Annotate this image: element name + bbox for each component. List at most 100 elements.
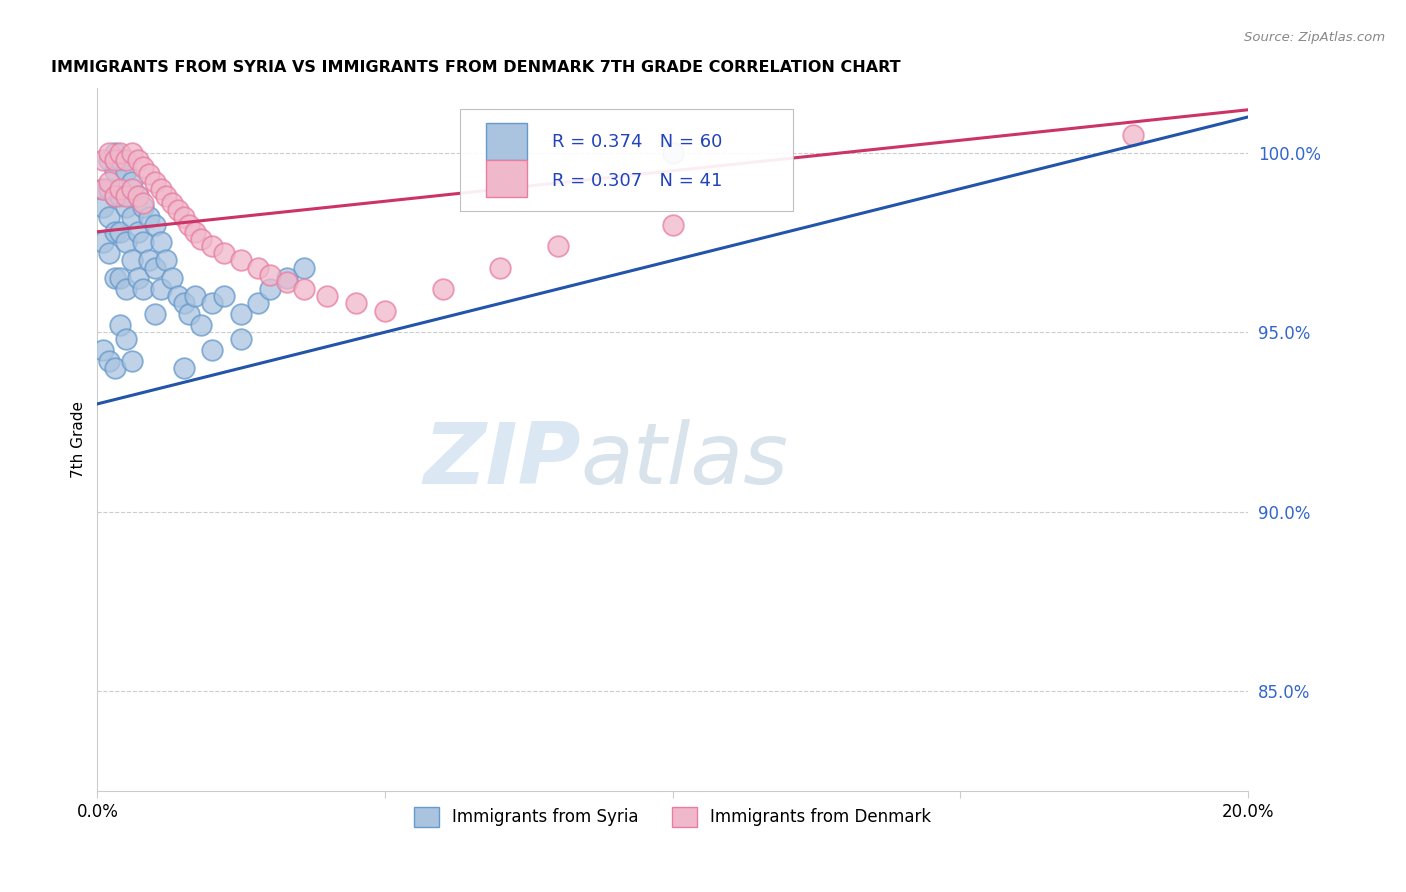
Point <box>173 361 195 376</box>
Point <box>160 271 183 285</box>
Point <box>231 253 253 268</box>
Point <box>212 246 235 260</box>
Point <box>489 260 512 275</box>
Point <box>184 289 207 303</box>
Point <box>115 163 138 178</box>
Point <box>91 153 114 167</box>
Point <box>212 289 235 303</box>
Point <box>294 282 316 296</box>
Point <box>121 182 143 196</box>
Point <box>132 282 155 296</box>
Point <box>104 271 127 285</box>
Point <box>160 196 183 211</box>
Point <box>201 296 224 310</box>
Point <box>104 145 127 160</box>
Point <box>661 145 683 160</box>
Point <box>115 235 138 250</box>
Point <box>121 211 143 225</box>
Point <box>127 189 149 203</box>
Point <box>547 239 569 253</box>
Point <box>110 225 132 239</box>
Point <box>247 296 270 310</box>
Point <box>374 303 396 318</box>
Point <box>661 218 683 232</box>
Point <box>110 182 132 196</box>
Point <box>149 182 172 196</box>
Point <box>110 189 132 203</box>
Point <box>115 200 138 214</box>
Point <box>104 225 127 239</box>
Point <box>173 211 195 225</box>
Point <box>231 332 253 346</box>
Point <box>91 200 114 214</box>
Point <box>259 282 281 296</box>
Point <box>201 239 224 253</box>
Point <box>143 218 166 232</box>
Point <box>97 145 120 160</box>
Point <box>91 182 114 196</box>
FancyBboxPatch shape <box>460 110 793 211</box>
Text: atlas: atlas <box>581 419 789 502</box>
Point <box>132 160 155 174</box>
Text: IMMIGRANTS FROM SYRIA VS IMMIGRANTS FROM DENMARK 7TH GRADE CORRELATION CHART: IMMIGRANTS FROM SYRIA VS IMMIGRANTS FROM… <box>52 60 901 75</box>
Point <box>110 153 132 167</box>
Point <box>143 307 166 321</box>
Point <box>104 153 127 167</box>
Point <box>97 354 120 368</box>
Point <box>104 189 127 203</box>
Text: R = 0.307   N = 41: R = 0.307 N = 41 <box>551 172 723 190</box>
Point <box>190 318 212 332</box>
Point <box>167 289 190 303</box>
Point <box>110 318 132 332</box>
Point <box>127 153 149 167</box>
Point <box>231 307 253 321</box>
Point <box>132 196 155 211</box>
Point <box>104 189 127 203</box>
Point <box>97 246 120 260</box>
Point <box>91 235 114 250</box>
Point <box>276 275 298 289</box>
Point <box>132 200 155 214</box>
Point <box>110 145 132 160</box>
Point <box>127 189 149 203</box>
Point <box>110 271 132 285</box>
Point <box>316 289 339 303</box>
Point <box>179 307 201 321</box>
Point <box>276 271 298 285</box>
Point <box>138 253 160 268</box>
Point <box>104 163 127 178</box>
Point <box>132 235 155 250</box>
Point <box>155 189 177 203</box>
Point <box>121 354 143 368</box>
Point <box>115 153 138 167</box>
Point <box>138 211 160 225</box>
Point <box>115 282 138 296</box>
Point <box>97 153 120 167</box>
Point <box>104 361 127 376</box>
Point <box>97 182 120 196</box>
Point <box>143 175 166 189</box>
Point <box>432 282 454 296</box>
Y-axis label: 7th Grade: 7th Grade <box>72 401 86 478</box>
Point <box>167 203 190 218</box>
Point <box>1122 128 1144 142</box>
Point <box>259 268 281 282</box>
Point <box>127 225 149 239</box>
Point <box>201 343 224 357</box>
FancyBboxPatch shape <box>486 161 526 197</box>
Point <box>121 253 143 268</box>
Point <box>173 296 195 310</box>
Point <box>91 343 114 357</box>
Point <box>121 175 143 189</box>
Point <box>115 189 138 203</box>
Text: ZIP: ZIP <box>423 419 581 502</box>
FancyBboxPatch shape <box>486 123 526 160</box>
Point <box>247 260 270 275</box>
Point <box>149 235 172 250</box>
Point <box>294 260 316 275</box>
Point <box>184 225 207 239</box>
Point <box>97 211 120 225</box>
Point <box>190 232 212 246</box>
Point <box>143 260 166 275</box>
Point <box>121 145 143 160</box>
